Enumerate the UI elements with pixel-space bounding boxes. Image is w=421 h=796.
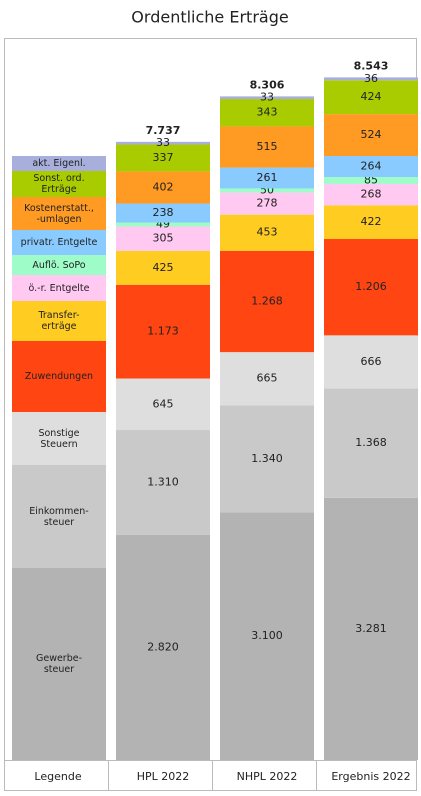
bar-segment — [324, 114, 418, 156]
value-label: 1.310 — [147, 475, 179, 488]
bar-segment — [324, 497, 418, 760]
legend-swatch — [12, 465, 106, 568]
value-label: 2.820 — [147, 640, 179, 653]
legend-label: Einkommen- steuer — [29, 505, 89, 528]
legend-swatch — [12, 301, 106, 341]
legend-swatch — [12, 230, 106, 255]
legend-label: ö.-r. Entgelte — [28, 282, 90, 294]
legend-label: Sonst. ord. Erträge — [33, 173, 85, 195]
value-label: 3.281 — [355, 622, 387, 635]
legend-swatch — [12, 197, 106, 230]
value-label: 424 — [361, 90, 382, 103]
value-label: 524 — [361, 128, 382, 141]
bar-segment — [220, 214, 314, 251]
bar-segment — [324, 155, 418, 178]
legend-swatch — [12, 341, 106, 412]
x-tick-label: Ergebnis 2022 — [331, 770, 410, 783]
value-label: 278 — [257, 197, 278, 210]
legend-swatch — [12, 156, 106, 171]
x-tick-label: NHPL 2022 — [237, 770, 298, 783]
bar-segment — [220, 405, 314, 513]
value-label: 33 — [156, 136, 170, 149]
legend-swatch — [12, 275, 106, 301]
value-label: 33 — [260, 91, 274, 104]
total-label: 7.737 — [146, 124, 181, 137]
legend-swatch — [12, 568, 106, 760]
value-label: 402 — [153, 180, 174, 193]
value-label: 305 — [153, 232, 174, 245]
bar-segment — [220, 99, 314, 127]
value-label: 422 — [361, 215, 382, 228]
bar-segment — [220, 167, 314, 189]
bar-segment — [116, 203, 210, 223]
value-label: 261 — [257, 171, 278, 184]
legend-label: Auflö. SoPo — [32, 259, 86, 271]
bar-segment — [116, 226, 210, 251]
bar-segment — [220, 126, 314, 168]
value-label: 268 — [361, 188, 382, 201]
bar-segment — [116, 378, 210, 431]
bar-segment — [220, 512, 314, 760]
legend-heading: Legende — [34, 770, 81, 783]
legend-label: Sonstige Steuern — [38, 427, 80, 450]
value-label: 238 — [153, 206, 174, 219]
bar-segment — [324, 80, 418, 115]
bar-segment — [116, 250, 210, 285]
legend-label: privatr. Entgelte — [20, 237, 98, 248]
bar-segment — [324, 77, 418, 81]
bar-segment — [220, 250, 314, 353]
legend-label: akt. Eigenl. — [32, 158, 86, 169]
bar-segment — [324, 177, 418, 184]
bar-segment — [324, 335, 418, 389]
value-label: 425 — [153, 261, 174, 274]
legend-swatch — [12, 412, 106, 465]
x-tick-label: HPL 2022 — [137, 770, 190, 783]
value-label: 1.173 — [147, 325, 179, 338]
value-label: 264 — [361, 160, 382, 173]
legend-label: Zuwendungen — [24, 371, 94, 382]
value-label: 645 — [153, 397, 174, 410]
value-label: 3.100 — [251, 629, 283, 642]
legend-label: Gewerbe- steuer — [35, 653, 83, 675]
bar-segment — [324, 239, 418, 336]
value-label: 1.368 — [355, 436, 387, 449]
value-label: 1.268 — [251, 294, 283, 307]
value-label: 453 — [257, 226, 278, 239]
bar-segment — [220, 192, 314, 215]
bar-segment — [116, 141, 210, 145]
bar-segment — [116, 284, 210, 379]
value-label: 515 — [257, 140, 278, 153]
total-label: 8.543 — [354, 59, 389, 72]
bar-segment — [116, 430, 210, 535]
legend-swatch — [12, 255, 106, 275]
value-label: 666 — [361, 355, 382, 368]
bar-segment — [220, 352, 314, 406]
value-label: 337 — [153, 151, 174, 164]
legend-swatch — [12, 171, 106, 197]
chart-title: Ordentliche Erträge — [131, 8, 288, 27]
bar-segment — [116, 144, 210, 172]
value-label: 1.340 — [251, 452, 283, 465]
value-label: 343 — [257, 106, 278, 119]
value-label: 36 — [364, 72, 378, 85]
bar-segment — [116, 534, 210, 760]
total-label: 8.306 — [250, 78, 285, 91]
bar-segment — [324, 205, 418, 240]
bar-segment — [324, 388, 418, 498]
bar-segment — [220, 188, 314, 193]
legend-label: Kostenerstatt., -umlagen — [24, 202, 94, 225]
bar-segment — [116, 222, 210, 227]
legend-label: Transfer- erträge — [38, 310, 80, 332]
value-label: 1.206 — [355, 280, 387, 293]
value-label: 665 — [257, 372, 278, 385]
bar-segment — [324, 183, 418, 206]
bar-segment — [220, 96, 314, 100]
bar-segment — [116, 171, 210, 204]
